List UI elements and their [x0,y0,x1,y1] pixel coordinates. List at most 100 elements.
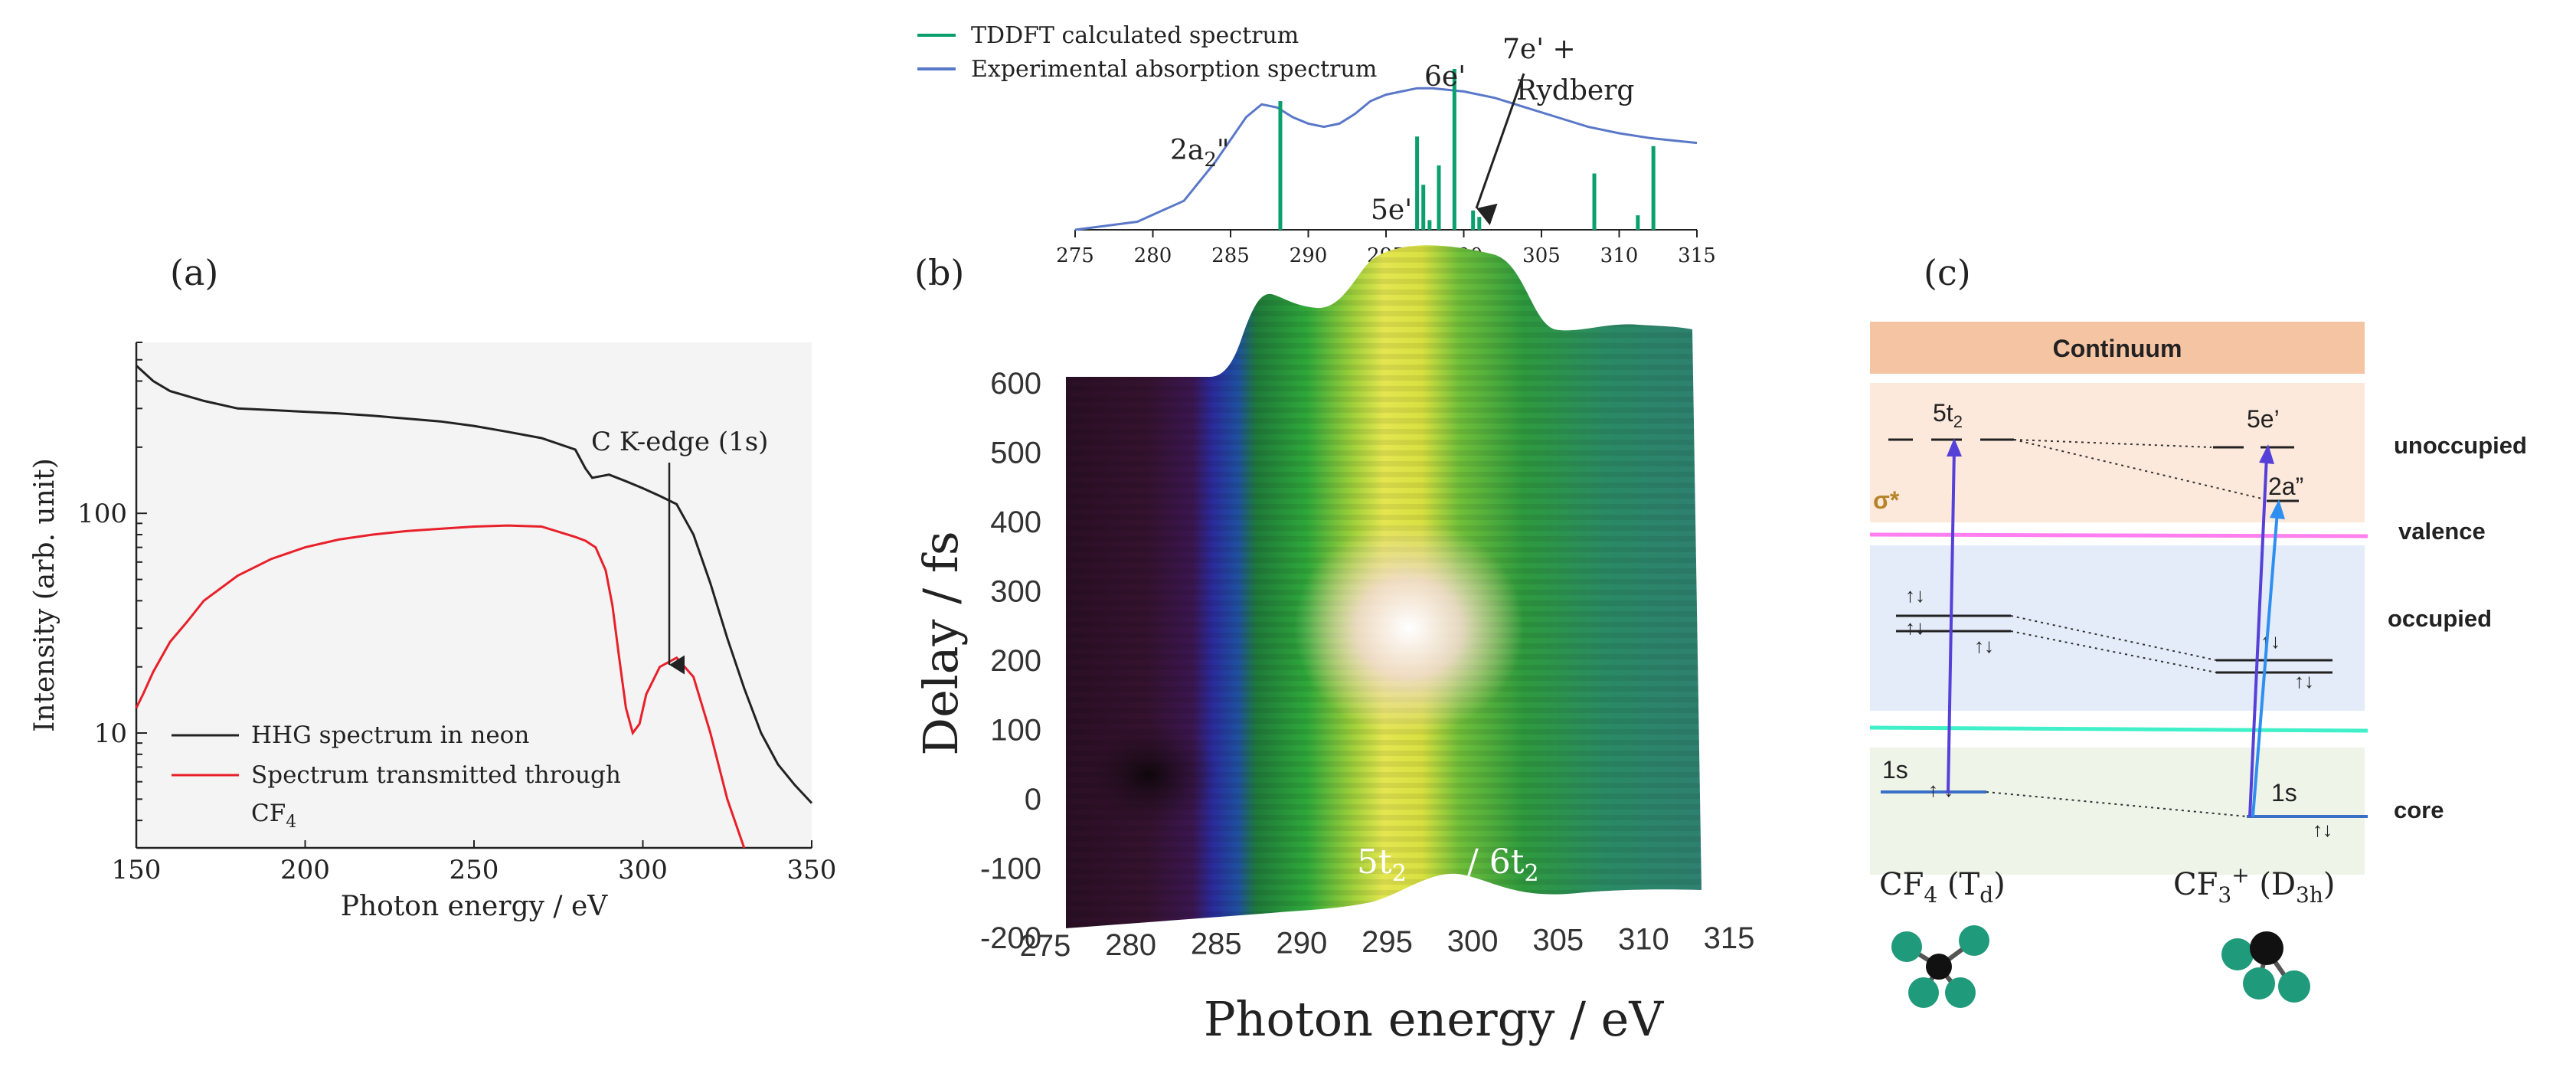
spin-left-occ-1: ↑↓ [1905,584,1925,607]
core-band [1870,748,2365,875]
a-x-tick-label: 150 [112,855,162,885]
transition-arrows [1947,438,2285,817]
peak-label-5e: 5e' [1371,195,1412,226]
panel-b: (b) 275 280 285 290 295 300 305 310 315 -200 -100 0… [913,245,1754,1047]
b-y-tick-label: -200 [980,921,1041,955]
a-y-tick-label: 100 [77,499,127,529]
panel-c-label: (c) [1924,252,1971,293]
orbital-5e-label: 5e’ [2247,405,2280,433]
transition-right-5e [2248,456,2268,817]
cf4-molecule-model [1891,925,1989,1008]
panel-b-top: TDDFT calculated spectrum Experimental a… [917,22,1716,267]
panel-a-label: (a) [170,252,218,293]
top-legend: TDDFT calculated spectrum Experimental a… [917,22,1377,83]
cf3-molecule-model [2221,931,2310,1003]
panel-b-label: (b) [914,252,964,293]
panel-a: (a) 150 200 250 300 350 10 100 Photon energy / … [29,252,836,922]
heatmap-hotspot [1294,521,1524,735]
molecule-right-label: CF3+ (D3h) [2173,862,2336,908]
c-k-edge-annotation: C K-edge (1s) [591,427,768,457]
label-6t2: / 6t2 [1467,843,1539,887]
legend-cf4-label: Spectrum transmitted through [251,761,621,789]
legend-exp-label: Experimental absorption spectrum [971,56,1377,83]
orbital-5t2-label: 5t2 [1933,399,1963,431]
b-y-tick-label: 300 [990,575,1041,609]
b-y-tick-label: 0 [1025,783,1041,816]
cf4-series-line [135,524,746,849]
spin-right-occ-1: ↑↓ [2261,630,2280,653]
a-x-tick-label: 200 [280,855,330,885]
b-x-tick-label: 295 [1362,925,1413,959]
b-x-tick-label: 315 [1704,921,1755,955]
top-x-tick-label: 305 [1522,244,1561,267]
transition-left [1947,448,1956,794]
panel-c: (c) Continuum unoccupied valence occupie… [1869,252,2527,1008]
a-x-tick-label: 250 [449,855,499,885]
corr-5t2-5e [2013,439,2212,448]
corr-occ-b [2010,630,2217,673]
b-x-tick-label: 305 [1532,924,1584,957]
transition-right-2a-head [2270,499,2285,519]
level-valence: valence [2398,518,2486,545]
correlation-lines [1986,439,2266,817]
b-x-tick-label: 310 [1618,922,1669,956]
corr-occ-a [2010,615,2217,661]
b-y-axis-label: Delay / fs [913,531,969,755]
top-series [1074,69,1698,231]
b-y-tick-label: 400 [990,506,1041,539]
a-y-tick-label: 10 [94,718,127,749]
top-x-tick-label: 290 [1290,244,1328,267]
spin-right-occ-2: ↑↓ [2294,669,2314,692]
legend-tddft-label: TDDFT calculated spectrum [971,22,1299,49]
core-1s-left-label: 1s [1882,756,1908,784]
b-x-tick-label: 285 [1191,928,1242,961]
b-x-tick-label: 290 [1277,926,1328,960]
molecule-left-label: CF4 (Td) [1879,867,2006,908]
b-x-axis-label: Photon energy / eV [1204,991,1665,1047]
level-core: core [2394,797,2444,823]
top-x-tick-label: 285 [1211,244,1250,267]
panel-a-series [135,365,813,849]
a-x-axis-label: Photon energy / eV [341,891,609,922]
top-x-tick-label: 275 [1056,244,1094,267]
top-x-tick-label: 315 [1678,244,1716,267]
occupied-band [1870,545,2365,711]
spin-left-occ-2: ↑↓ [1905,616,1925,639]
heatmap-dark-spot [1080,722,1218,829]
top-x-tick-label: 280 [1134,244,1172,267]
level-unoccupied: unoccupied [2394,432,2527,459]
a-y-axis-label: Intensity (arb. unit) [29,458,60,732]
experimental-spectrum-line [1074,87,1698,231]
transition-right-5e-head [2259,444,2274,464]
b-y-tick-label: 100 [990,714,1041,748]
sigma-star-label: σ* [1873,486,1900,514]
b-y-tick-label: 500 [990,437,1041,470]
level-occupied: occupied [2388,605,2492,632]
b-y-tick-label: -100 [980,852,1041,886]
a-x-tick-label: 300 [618,855,668,885]
legend-hhg-label: HHG spectrum in neon [251,722,529,749]
valence-line [1869,532,2368,538]
heatmap-axes: 275 280 285 290 295 300 305 310 315 -200 -100 0 100 2… [913,367,1754,1047]
hhg-series-line [135,365,813,804]
b-x-tick-label: 300 [1447,924,1499,958]
heatmap-surface [1066,245,1702,928]
b-y-tick-label: 600 [990,367,1041,401]
spin-right-core: ↑↓ [2313,818,2332,841]
cf3-orbitals: 5e’ 2a” ↑↓ ↑↓ 1s ↑↓ [2213,405,2368,841]
peak-label-rydberg: Rydberg [1516,75,1634,106]
continuum-band [1870,322,2365,374]
peak-label-7e: 7e' + [1502,34,1576,65]
b-y-tick-label: 200 [990,644,1041,678]
transition-right-2a [2251,511,2279,817]
a-x-tick-label: 350 [787,855,837,885]
legend-cf4-molecule: CF4 [251,800,296,832]
cf4-orbitals: 5t2 ↑↓ ↑↓ ↑↓ 1s ↑ ↓ [1881,399,2014,801]
top-x-tick-label: 310 [1600,244,1639,267]
core-boundary-line [1869,725,2368,733]
label-5t2: 5t2 [1357,843,1407,887]
transition-left-head [1947,438,1962,456]
panel-a-legend: HHG spectrum in neon Spectrum transmitte… [172,722,621,832]
